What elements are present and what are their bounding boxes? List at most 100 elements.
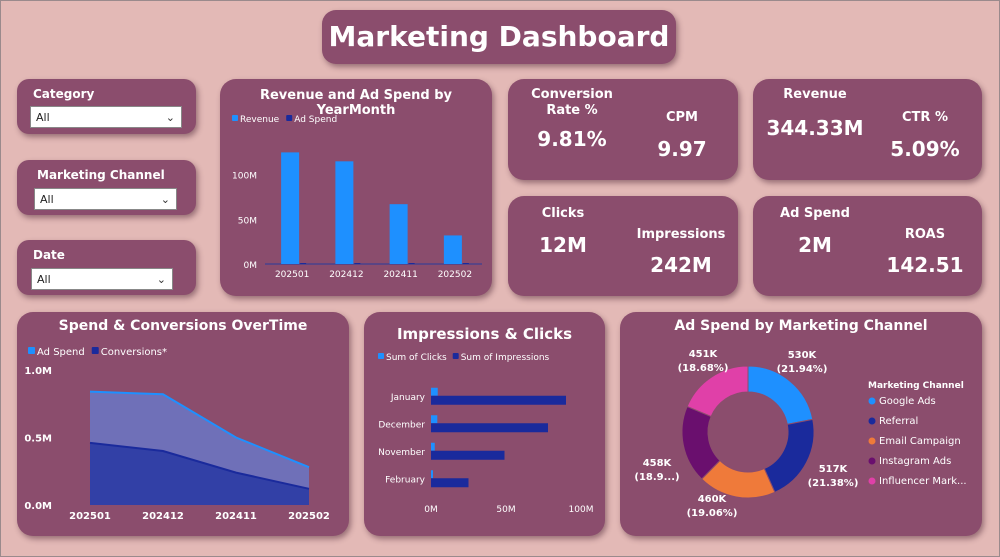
y-tick-label: 50M xyxy=(238,216,257,226)
chevron-down-icon: ⌄ xyxy=(160,193,170,206)
clicks-bar xyxy=(431,387,438,396)
y-tick-label: 1.0M xyxy=(24,366,52,377)
legend-label-0: Ad Spend xyxy=(37,347,85,358)
impressions-kpi: Impressions 242M xyxy=(626,227,736,277)
y-tick-label: November xyxy=(378,448,425,458)
slice-pct-label: (21.94%) xyxy=(777,364,828,375)
spend-conversions-chart: Ad Spend Conversions* 0.0M 0.5M 1.0M 202501 20… xyxy=(24,347,330,522)
revenue-bar xyxy=(335,161,354,264)
impressions-bar xyxy=(431,478,469,488)
clicks-bar xyxy=(431,415,438,424)
y-tick-label: 0.5M xyxy=(24,434,52,445)
marketing-channel-dropdown-value: All xyxy=(40,193,54,206)
revenue-value: 344.33M xyxy=(766,116,864,140)
clicks-kpi: Clicks 12M xyxy=(518,206,608,257)
slice-pct-label: (18.9...) xyxy=(634,472,679,483)
legend-label-3: Instagram Ads xyxy=(879,456,951,467)
slice-value-label: 460K xyxy=(698,494,728,505)
chevron-down-icon: ⌄ xyxy=(165,111,175,124)
conversion-rate-label-1: Conversion xyxy=(531,87,613,102)
ad-spend-bar xyxy=(408,263,415,264)
ad-spend-kpi: Ad Spend 2M xyxy=(766,206,864,257)
revenue-bar xyxy=(281,152,300,264)
legend-swatch-1 xyxy=(452,353,459,359)
y-tick-label: January xyxy=(390,393,426,403)
slice-value-label: 451K xyxy=(689,349,719,360)
legend-label-0: Sum of Clicks xyxy=(386,353,447,363)
category-dropdown-value: All xyxy=(36,111,50,124)
adspend-roas-card: Ad Spend 2M ROAS 142.51 xyxy=(753,196,982,296)
ctr-label: CTR % xyxy=(902,110,948,125)
cpm-label: CPM xyxy=(665,110,698,125)
page-title: Marketing Dashboard xyxy=(328,20,670,53)
legend-label-0: Google Ads xyxy=(879,396,936,407)
x-tick-label: 202412 xyxy=(329,270,363,280)
x-tick-label: 202502 xyxy=(288,511,330,522)
ad-spend-bar xyxy=(300,263,307,264)
impressions-value: 242M xyxy=(650,253,712,277)
legend-swatch-0 xyxy=(378,353,384,359)
ctr-value: 5.09% xyxy=(890,137,960,161)
x-tick-label: 50M xyxy=(496,505,515,515)
spend-conversions-title: Spend & Conversions OverTime xyxy=(58,318,308,334)
adspend-channel-title: Ad Spend by Marketing Channel xyxy=(674,318,928,334)
revenue-label: Revenue xyxy=(783,87,847,102)
clicks-bar xyxy=(431,442,435,451)
legend-swatch-1 xyxy=(286,115,293,121)
date-slicer: Date All ⌄ xyxy=(17,240,196,295)
legend-label-2: Email Campaign xyxy=(879,436,961,447)
y-tick-label: December xyxy=(378,420,425,430)
legend-swatch-1 xyxy=(91,347,99,354)
x-tick-label: 202412 xyxy=(142,511,184,522)
spend-conversions-card: Spend & Conversions OverTime Ad Spend Con… xyxy=(17,312,349,536)
slice-pct-label: (18.68%) xyxy=(678,363,729,374)
category-slicer-label: Category xyxy=(33,87,95,101)
date-dropdown-value: All xyxy=(37,273,51,286)
conversions-area xyxy=(90,442,309,505)
impressions-bar xyxy=(431,423,548,433)
category-dropdown[interactable]: All ⌄ xyxy=(30,106,182,128)
legend-swatch-0 xyxy=(868,397,876,405)
revenue-adspend-card: Revenue and Ad Spend by YearMonth Revenu… xyxy=(220,79,492,296)
legend-label-1: Conversions* xyxy=(101,347,167,358)
conversion-rate-kpi: Conversion Rate % 9.81% xyxy=(522,87,622,151)
clicks-label: Clicks xyxy=(541,206,585,221)
legend-swatch-0 xyxy=(28,347,35,354)
legend-label-1: Ad Spend xyxy=(294,115,337,125)
slice-pct-label: (19.06%) xyxy=(687,508,738,519)
x-tick-label: 100M xyxy=(569,505,594,515)
adspend-channel-card: Ad Spend by Marketing Channel 530K (21.94… xyxy=(620,312,982,536)
impressions-label: Impressions xyxy=(636,227,726,242)
legend-swatch-1 xyxy=(868,417,876,425)
ad-spend-bar xyxy=(354,263,361,264)
revenue-bar xyxy=(443,235,462,264)
roas-label: ROAS xyxy=(904,227,946,242)
conversion-rate-value: 9.81% xyxy=(537,127,607,151)
legend-swatch-3 xyxy=(868,457,876,465)
ctr-kpi: CTR % 5.09% xyxy=(875,110,975,161)
revenue-kpi: Revenue 344.33M xyxy=(764,87,866,140)
x-tick-label: 202501 xyxy=(69,511,111,522)
ad-spend-value: 2M xyxy=(798,233,832,257)
impressions-clicks-chart: Sum of Clicks Sum of Impressions January De… xyxy=(378,353,594,515)
clicks-bar xyxy=(431,470,433,479)
title-card: Marketing Dashboard xyxy=(322,10,676,64)
date-slicer-label: Date xyxy=(33,248,65,262)
legend-label-4: Influencer Mark... xyxy=(879,476,967,487)
marketing-channel-slicer-label: Marketing Channel xyxy=(37,168,165,182)
slice-value-label: 530K xyxy=(788,350,818,361)
date-dropdown[interactable]: All ⌄ xyxy=(31,268,173,290)
slice-value-label: 517K xyxy=(819,464,849,475)
roas-kpi: ROAS 142.51 xyxy=(875,227,975,277)
marketing-channel-dropdown[interactable]: All ⌄ xyxy=(34,188,177,210)
revenue-adspend-title: Revenue and Ad Spend by YearMonth xyxy=(259,88,453,118)
cpm-value: 9.97 xyxy=(657,137,707,161)
impressions-clicks-card: Impressions & Clicks Sum of Clicks Sum of… xyxy=(364,312,605,536)
slice-value-label: 458K xyxy=(643,458,673,469)
x-tick-label: 0M xyxy=(424,505,438,515)
legend-swatch-2 xyxy=(868,437,876,445)
impressions-bar xyxy=(431,450,505,460)
y-tick-label: 100M xyxy=(232,172,257,182)
legend-label-0: Revenue xyxy=(240,115,280,125)
clicks-value: 12M xyxy=(539,233,587,257)
